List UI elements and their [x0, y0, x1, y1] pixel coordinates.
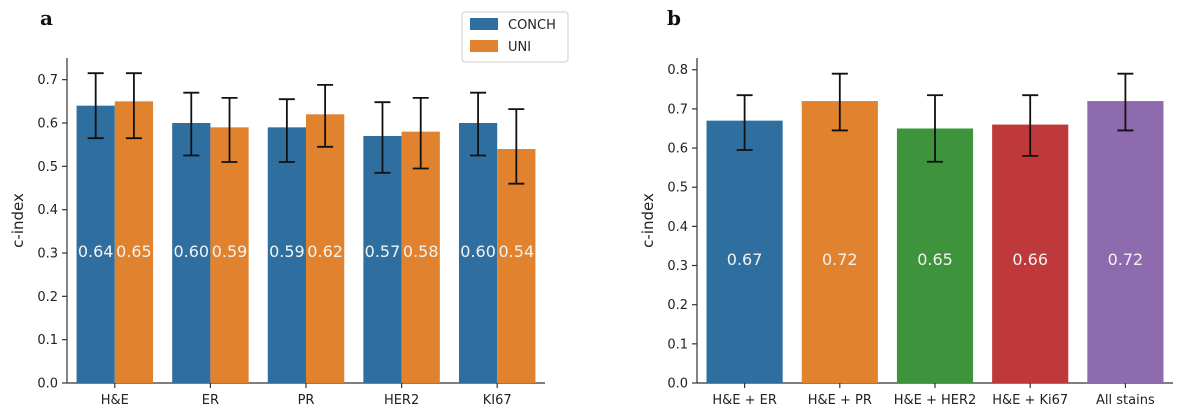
legend-swatch-conch: [470, 18, 498, 30]
bar-value-label: 0.67: [727, 250, 763, 269]
y-axis-label: c-index: [9, 193, 27, 248]
x-tick-label: KI67: [483, 393, 512, 407]
chart-b: 0.0 0.1 0.2 0.3 0.4 0.5 0.6 0.7 0.8 c-index H&E + …: [639, 58, 1173, 407]
bar-uni: [497, 149, 536, 383]
y-tick-label: 0.7: [37, 73, 58, 88]
y-tick-label: 0.1: [37, 333, 58, 348]
x-tick-label: H&E + PR: [808, 393, 872, 407]
bar-conch: [172, 123, 211, 383]
bar-conch: [76, 105, 115, 384]
panel-label-b: b: [667, 6, 681, 30]
bar: [992, 124, 1069, 384]
y-tick-label: 0.6: [667, 142, 688, 157]
bar-conch: [458, 123, 498, 383]
y-tick-label: 0.4: [667, 220, 688, 235]
legend-label-uni: UNI: [508, 40, 531, 55]
y-tick-label: 0.6: [37, 117, 58, 132]
y-tick-label: 0.4: [37, 203, 58, 218]
x-tick-label: All stains: [1096, 393, 1155, 407]
bar-value-label: 0.72: [822, 250, 858, 269]
bar-uni: [401, 131, 440, 383]
y-tick-label: 0.7: [667, 102, 688, 117]
bar: [896, 128, 974, 383]
bar: [706, 120, 783, 383]
bar-value-label: 0.66: [1012, 250, 1048, 269]
bar: [1087, 101, 1164, 383]
bar-value-label: 0.62: [307, 242, 343, 261]
bar-value-label: 0.60: [173, 242, 209, 261]
y-tick-label: 0.1: [667, 337, 688, 352]
x-tick-label: H&E: [101, 393, 129, 407]
y-tick-label: 0.3: [667, 259, 688, 274]
bar-uni: [210, 127, 249, 383]
x-tick-label: H&E + ER: [712, 393, 777, 407]
bar-value-label: 0.64: [78, 242, 114, 261]
bar-value-label: 0.60: [460, 242, 496, 261]
legend: CONCH UNI: [461, 11, 569, 63]
x-tick-label: ER: [202, 393, 219, 407]
panel-label-a: a: [40, 6, 53, 30]
y-axis-label: c-index: [639, 193, 657, 248]
bar-value-label: 0.54: [499, 242, 535, 261]
bar-value-label: 0.65: [917, 250, 953, 269]
x-tick-label: H&E + HER2: [894, 393, 977, 407]
y-tick-label: 0.3: [37, 247, 58, 262]
bar-value-label: 0.65: [116, 242, 152, 261]
x-tick-label: H&E + Ki67: [992, 393, 1068, 407]
bar-value-label: 0.59: [212, 242, 248, 261]
y-tick-label: 0.8: [667, 63, 688, 78]
legend-label-conch: CONCH: [508, 18, 556, 33]
y-tick-label: 0.2: [37, 290, 58, 305]
x-tick-label: PR: [298, 393, 315, 407]
y-tick-label: 0.2: [667, 298, 688, 313]
y-tick-label: 0.5: [667, 181, 688, 196]
y-tick-label: 0.0: [667, 377, 688, 392]
x-tick-label: HER2: [384, 393, 419, 407]
legend-swatch-uni: [470, 40, 498, 52]
bar-conch: [267, 127, 306, 383]
bar-value-label: 0.59: [269, 242, 305, 261]
bar-value-label: 0.72: [1108, 250, 1144, 269]
bar-value-label: 0.58: [403, 242, 439, 261]
bar-uni: [306, 114, 345, 383]
bar-uni: [114, 101, 154, 383]
bar: [801, 101, 878, 383]
bar-conch: [363, 136, 402, 383]
bar-value-label: 0.57: [365, 242, 401, 261]
y-tick-label: 0.0: [37, 377, 58, 392]
y-tick-label: 0.5: [37, 160, 58, 175]
